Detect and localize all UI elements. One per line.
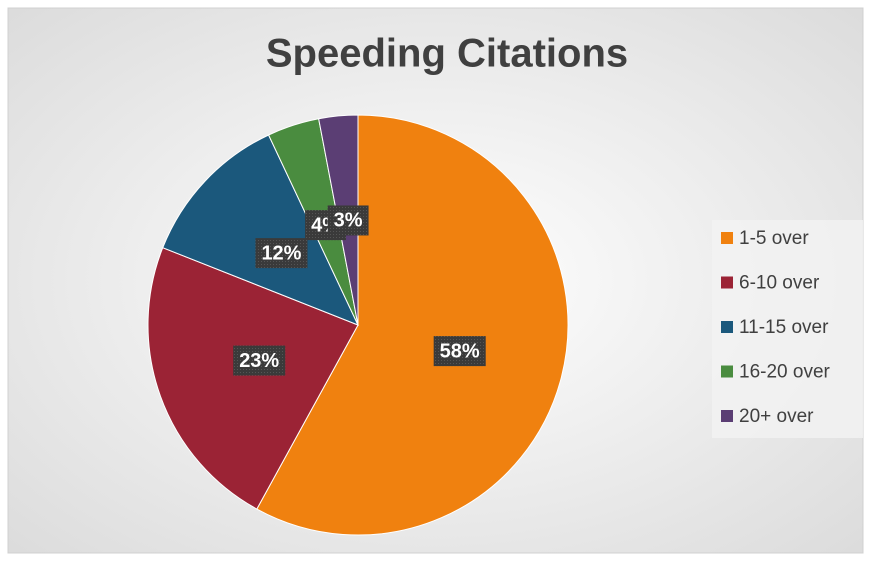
data-label-box xyxy=(255,238,308,269)
pie-slice xyxy=(147,247,359,510)
data-label: 58% xyxy=(433,336,486,367)
data-label: 23% xyxy=(233,345,286,376)
data-label-box xyxy=(233,345,286,376)
legend-swatch xyxy=(721,232,733,244)
pie-slice xyxy=(256,114,569,536)
legend-swatch xyxy=(721,365,733,378)
pie-slice xyxy=(162,134,359,326)
data-label-box xyxy=(433,336,486,367)
chart-title: Speeding Citations xyxy=(266,32,628,76)
legend-label: 6-10 over xyxy=(739,273,820,294)
data-label-text: 58% xyxy=(440,340,480,362)
legend-swatch xyxy=(721,321,733,333)
legend-label: 11-15 over xyxy=(739,317,829,338)
legend-label: 20+ over xyxy=(739,406,814,427)
data-label-text: 23% xyxy=(239,350,279,372)
data-label: 3% xyxy=(327,205,369,236)
data-label-box xyxy=(327,205,369,236)
data-label: 12% xyxy=(255,238,308,269)
legend-box xyxy=(712,220,863,438)
legend-swatch xyxy=(721,410,733,422)
data-label-text: 12% xyxy=(261,242,301,264)
data-label-text: 3% xyxy=(334,210,363,232)
legend-label: 1-5 over xyxy=(739,228,809,249)
legend-label: 16-20 over xyxy=(739,362,831,383)
legend-swatch xyxy=(721,276,733,289)
